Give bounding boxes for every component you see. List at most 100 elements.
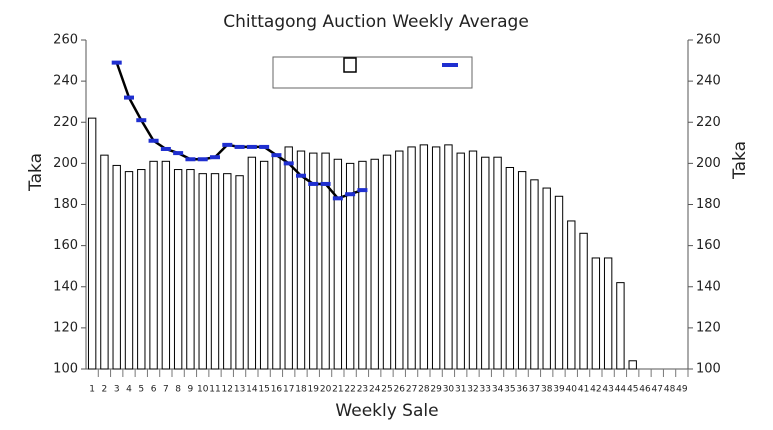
x-tick-label: 35 xyxy=(504,385,515,395)
bar xyxy=(554,195,564,370)
line-marker xyxy=(308,181,319,186)
x-tick-label: 44 xyxy=(615,385,627,395)
y-tick-label: 200 xyxy=(53,156,78,171)
bar xyxy=(333,158,343,370)
y-tick-label: 100 xyxy=(53,362,78,377)
bar xyxy=(247,156,257,370)
bar xyxy=(530,179,539,370)
line-marker xyxy=(148,138,159,143)
x-tick-label: 41 xyxy=(578,385,589,395)
bar xyxy=(100,154,109,370)
bar xyxy=(395,150,404,370)
bar xyxy=(431,146,441,370)
y2-tick-label: 200 xyxy=(696,156,721,171)
bar xyxy=(137,169,146,370)
x-tick-label: 11 xyxy=(209,385,220,395)
bar xyxy=(579,232,588,370)
x-tick-label: 21 xyxy=(332,385,343,395)
x-tick-label: 29 xyxy=(430,385,442,395)
x-tick-label: 10 xyxy=(197,385,209,395)
x-tick-label: 37 xyxy=(529,385,540,395)
line-marker xyxy=(111,60,122,65)
y2-tick-label: 120 xyxy=(696,320,721,335)
bar xyxy=(321,152,330,370)
bar xyxy=(382,154,392,370)
line-marker xyxy=(345,192,356,197)
bar xyxy=(468,150,478,370)
x-tick-label: 46 xyxy=(639,385,651,395)
line-marker xyxy=(197,157,208,162)
bar xyxy=(161,160,171,370)
x-tick-label: 9 xyxy=(188,385,194,395)
line-marker xyxy=(136,118,147,123)
y-axis-title: Taka xyxy=(26,153,46,192)
y-tick-label: 160 xyxy=(53,238,78,253)
x-tick-label: 16 xyxy=(271,385,283,395)
y2-tick-label: 160 xyxy=(696,238,721,253)
bar xyxy=(259,160,269,370)
bar xyxy=(616,282,625,370)
bar xyxy=(296,150,306,370)
x-tick-label: 3 xyxy=(114,385,120,395)
x-tick-label: 24 xyxy=(369,385,381,395)
y2-tick-label: 220 xyxy=(696,115,721,130)
chart-title: Chittagong Auction Weekly Average xyxy=(223,12,529,32)
x-tick-label: 39 xyxy=(553,385,565,395)
x-tick-label: 1 xyxy=(89,385,95,395)
x-tick-label: 32 xyxy=(467,385,478,395)
x-tick-label: 19 xyxy=(308,385,320,395)
bar xyxy=(210,173,220,370)
x-tick-label: 36 xyxy=(516,385,528,395)
x-tick-label: 2 xyxy=(102,385,108,395)
x-tick-label: 23 xyxy=(357,385,368,395)
x-tick-label: 33 xyxy=(480,385,491,395)
bar xyxy=(370,158,379,370)
y2-tick-label: 140 xyxy=(696,279,721,294)
bar xyxy=(567,220,576,370)
line-marker xyxy=(259,144,270,149)
y2-tick-label: 240 xyxy=(696,74,721,89)
x-tick-label: 25 xyxy=(381,385,392,395)
bar xyxy=(517,171,527,370)
bar xyxy=(481,156,490,370)
y2-tick-label: 260 xyxy=(696,33,721,48)
bar xyxy=(272,154,281,370)
x-tick-label: 22 xyxy=(344,385,355,395)
bar xyxy=(235,175,244,370)
y-tick-label: 180 xyxy=(53,197,78,212)
line-marker xyxy=(124,95,134,100)
x-tick-label: 49 xyxy=(676,385,688,395)
x-tick-label: 40 xyxy=(566,385,578,395)
x-tick-label: 27 xyxy=(406,385,417,395)
x-tick-label: 38 xyxy=(541,385,553,395)
bar xyxy=(493,156,502,370)
line-marker xyxy=(296,173,306,178)
line-marker xyxy=(320,181,331,186)
y-tick-label: 240 xyxy=(53,74,78,89)
bar xyxy=(628,360,637,370)
legend-box xyxy=(272,56,473,89)
line-marker xyxy=(173,151,184,156)
bar xyxy=(173,169,183,370)
x-tick-label: 43 xyxy=(602,385,613,395)
bar xyxy=(358,160,367,370)
bar xyxy=(149,160,158,370)
line-marker xyxy=(246,144,257,149)
y-tick-label: 140 xyxy=(53,279,78,294)
line-marker xyxy=(271,153,282,158)
x-tick-label: 30 xyxy=(443,385,455,395)
x-tick-label: 26 xyxy=(394,385,406,395)
line-marker xyxy=(210,155,220,160)
y2-tick-label: 180 xyxy=(696,197,721,212)
bar xyxy=(419,144,429,370)
x-tick-label: 48 xyxy=(664,385,676,395)
line-marker xyxy=(357,188,368,193)
bar xyxy=(198,173,207,370)
x-tick-label: 8 xyxy=(175,385,181,395)
bar xyxy=(444,144,453,370)
x-tick-label: 12 xyxy=(222,385,233,395)
line-marker xyxy=(234,144,245,149)
bar xyxy=(456,152,465,370)
x-tick-label: 15 xyxy=(258,385,269,395)
